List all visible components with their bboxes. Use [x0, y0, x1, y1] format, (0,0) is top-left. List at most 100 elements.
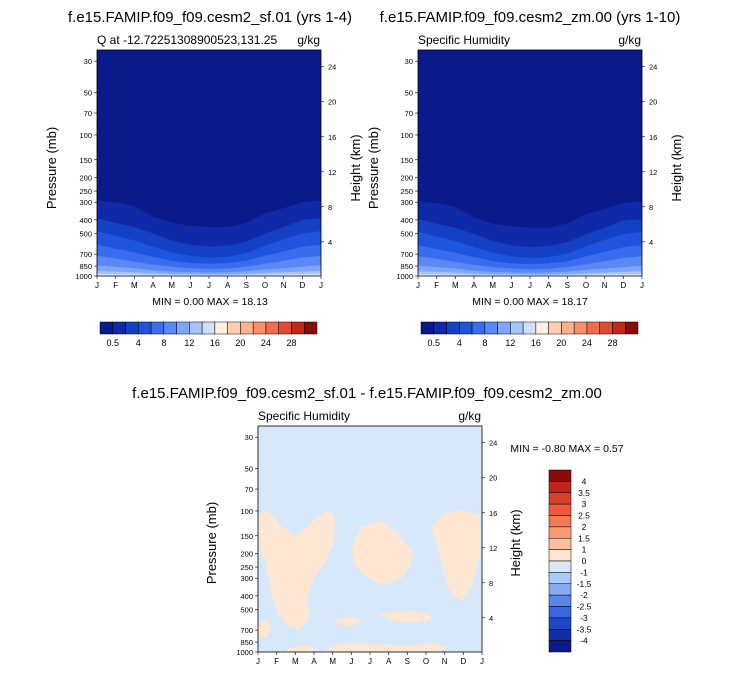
- x-tick-label: D: [299, 281, 305, 290]
- y-tick-label: 300: [400, 198, 413, 207]
- colorbar-label: -1.5: [577, 579, 592, 589]
- x-tick-label: M: [329, 657, 336, 666]
- colorbar-swatch: [548, 492, 572, 505]
- colorbar-label: 12: [505, 338, 515, 348]
- plot-frame: [96, 49, 322, 277]
- colorbar-swatch: [138, 321, 152, 335]
- y2-tick-label: 8: [649, 203, 653, 212]
- y-tick-label: 700: [79, 250, 92, 259]
- colorbar-swatch: [240, 321, 254, 335]
- y-tick-label: 50: [245, 464, 253, 473]
- y-tick-label: 250: [79, 187, 92, 196]
- y2-axis-label: Height (km): [508, 509, 523, 576]
- y2-tick-label: 16: [649, 133, 657, 142]
- colorbar-swatch: [612, 321, 626, 335]
- x-tick-label: M: [292, 657, 299, 666]
- x-tick-label: F: [434, 281, 439, 290]
- colorbar-b: 0.5 4 8 12 16 20 24 28: [420, 321, 639, 348]
- colorbar-swatch: [227, 321, 241, 335]
- x-tick-label: A: [386, 657, 392, 666]
- y-tick-label: 100: [400, 131, 413, 140]
- colorbar-label: -1: [580, 567, 588, 577]
- y-tick-label: 200: [240, 549, 253, 558]
- x-tick-label: M: [168, 281, 175, 290]
- colorbar-label: 4: [136, 338, 141, 348]
- colorbar-label: 24: [582, 338, 592, 348]
- colorbar-swatch: [548, 538, 572, 550]
- diff-positive-patch: [351, 521, 413, 585]
- colorbar-swatch: [150, 321, 165, 335]
- colorbar-label: 28: [286, 338, 296, 348]
- y-tick-label: 30: [405, 57, 413, 66]
- x-tick-label: J: [416, 281, 420, 290]
- colorbar-swatch: [535, 321, 549, 335]
- y-tick-label: 850: [79, 262, 92, 271]
- colorbar-a: 0.5 4 8 12 16 20 24 28: [99, 321, 318, 348]
- y2-tick-label: 20: [489, 474, 497, 483]
- x-tick-label: A: [546, 281, 552, 290]
- diff-positive-patch: [258, 509, 335, 631]
- y-tick-label: 700: [400, 250, 413, 259]
- colorbar-label: 8: [161, 338, 166, 348]
- plot-frame: [417, 49, 643, 277]
- y-tick-label: 70: [405, 109, 413, 118]
- y-tick-label: 400: [400, 216, 413, 225]
- y2-tick-label: 20: [649, 98, 657, 107]
- panel-field-sf: f.e15.FAMIP.f09_f09.cesm2_sf.01 (yrs 1-4…: [44, 9, 363, 348]
- diff-positive-patch: [431, 509, 481, 601]
- x-tick-label: A: [225, 281, 231, 290]
- x-tick-label: J: [95, 281, 99, 290]
- x-tick-label: N: [442, 657, 448, 666]
- y-tick-label: 700: [240, 626, 253, 635]
- y-tick-label: 100: [240, 507, 253, 516]
- colorbar-label: -3: [580, 613, 588, 623]
- y-tick-label: 1000: [75, 272, 92, 281]
- colorbar-swatch: [548, 572, 572, 584]
- x-tick-label: A: [311, 657, 317, 666]
- y2-tick-label: 4: [649, 238, 653, 247]
- colorbar-diff: 4 3.53 2.521.5 10-1 -1.5-2 -2.5-3-3.5 -4: [548, 469, 592, 653]
- colorbar-label: 0.5: [107, 338, 120, 348]
- y2-tick-label: 8: [489, 579, 493, 588]
- panel-difference: f.e15.FAMIP.f09_f09.cesm2_sf.01 - f.e15.…: [132, 385, 624, 666]
- x-tick-label: S: [244, 281, 249, 290]
- x-tick-label: A: [471, 281, 477, 290]
- colorbar-swatch: [624, 321, 639, 335]
- colorbar-swatch: [561, 321, 575, 335]
- y2-axis-label: Height (km): [348, 134, 363, 201]
- x-tick-label: M: [452, 281, 459, 290]
- heatmap-plot-a: J F M A M J J A S O N D J 30 50 70 100 150 200 250 300 400 500…: [75, 49, 336, 290]
- heatmap-plot-b: J F M A M J J A S O N D J 30 50 70 100 150 200 250 300 400 500…: [396, 49, 657, 290]
- x-tick-label: A: [150, 281, 156, 290]
- colorbar-swatch: [99, 321, 114, 335]
- colorbar-swatch: [548, 549, 572, 562]
- y-tick-label: 30: [84, 57, 92, 66]
- colorbar-swatch: [459, 321, 473, 335]
- colorbar-label: 0.5: [428, 338, 441, 348]
- colorbar-label: 4: [457, 338, 462, 348]
- x-tick-label: J: [256, 657, 260, 666]
- colorbar-label: -2: [580, 590, 588, 600]
- x-tick-label: J: [319, 281, 323, 290]
- colorbar-label: 24: [261, 338, 271, 348]
- colorbar-swatch: [446, 321, 460, 335]
- colorbar-swatch: [548, 583, 572, 596]
- x-tick-label: J: [188, 281, 192, 290]
- x-tick-label: S: [405, 657, 410, 666]
- y-tick-label: 500: [240, 606, 253, 615]
- panel-right-label: g/kg: [297, 33, 320, 47]
- heatmap-plot-diff: J F M A M J J A S O N D J 30 50 70 100 150 200 250 300 400 500…: [236, 425, 497, 666]
- y-tick-label: 250: [240, 563, 253, 572]
- colorbar-label: -2.5: [577, 602, 592, 612]
- y-tick-label: 50: [405, 88, 413, 97]
- diff-positive-patch: [379, 610, 434, 623]
- y2-tick-label: 8: [328, 203, 332, 212]
- colorbar-swatch: [265, 321, 279, 335]
- y2-tick-label: 16: [328, 133, 336, 142]
- field-near-surface-band: [418, 275, 642, 276]
- diff-positive-patch: [332, 616, 363, 626]
- x-tick-label: J: [480, 657, 484, 666]
- colorbar-swatch: [189, 321, 203, 335]
- panel-title: f.e15.FAMIP.f09_f09.cesm2_sf.01 - f.e15.…: [132, 385, 602, 402]
